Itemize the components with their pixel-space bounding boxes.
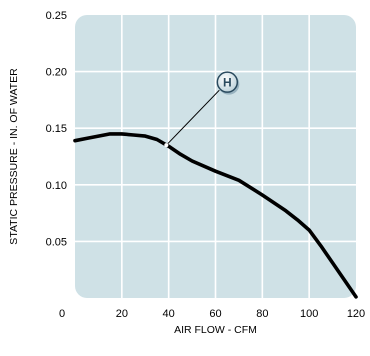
x-tick-label: 120: [347, 308, 365, 320]
grid: [75, 15, 356, 298]
y-tick-label: 0.20: [46, 67, 67, 79]
series-line: [73, 132, 358, 299]
x-tick-label: 0: [59, 308, 65, 320]
annotation-point: [164, 143, 169, 148]
y-tick-label: 0.15: [46, 123, 67, 135]
y-tick-label: 0.10: [46, 180, 67, 192]
annotation-label: H: [223, 76, 232, 90]
x-tick-label: 20: [116, 308, 128, 320]
x-tick-label: 100: [300, 308, 318, 320]
x-tick-label: 80: [256, 308, 268, 320]
annotation-layer: H: [164, 71, 240, 148]
y-axis-label: STATIC PRESSURE - IN. OF WATER: [8, 68, 20, 245]
y-tick-label: 0.05: [46, 236, 67, 248]
annotation-marker: [216, 71, 239, 93]
x-tick-label: 40: [163, 308, 175, 320]
tick-labels: 0 20 40 60 80 100 120 0.05 0.10 0.15 0.20 0.25: [46, 10, 366, 320]
x-tick-label: 60: [209, 308, 221, 320]
y-tick-label: 0.25: [46, 10, 67, 22]
x-axis-label: AIR FLOW - CFM: [174, 324, 257, 336]
annotation-leader-line: [165, 89, 220, 146]
series-layer: [73, 132, 358, 299]
